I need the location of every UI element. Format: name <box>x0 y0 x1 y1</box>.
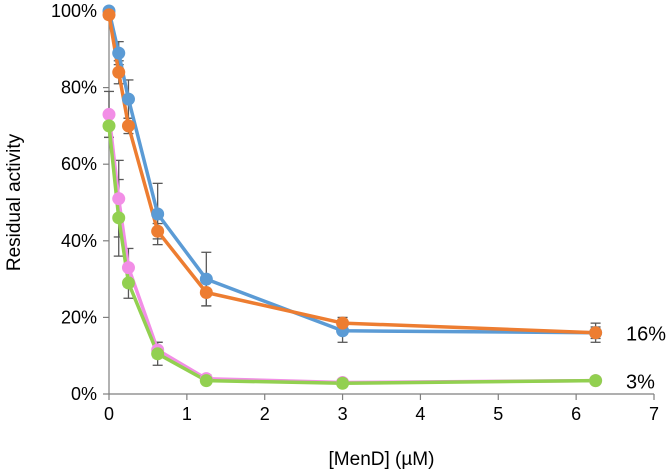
data-point-pink <box>102 107 116 121</box>
data-point-green <box>112 211 126 225</box>
y-tick-label: 60% <box>61 154 97 174</box>
data-point-blue <box>112 46 126 60</box>
x-axis-title: [MenD] (µM) <box>329 449 435 470</box>
y-axis-title: Residual activity <box>4 133 25 271</box>
x-tick-label: 3 <box>338 404 348 424</box>
data-point-orange <box>112 65 126 79</box>
data-point-green <box>589 374 603 388</box>
series-points <box>102 4 603 390</box>
y-tick-label: 40% <box>61 231 97 251</box>
data-point-green <box>199 374 213 388</box>
y-tick-label: 100% <box>51 1 97 21</box>
data-point-orange <box>102 8 116 22</box>
end-annotation: 3% <box>626 372 655 394</box>
end-annotation: 16% <box>626 324 666 346</box>
data-point-pink <box>112 192 126 206</box>
y-tick-label: 0% <box>71 384 97 404</box>
series-line-blue <box>107 10 596 335</box>
data-point-green <box>151 347 165 361</box>
data-point-blue <box>121 92 135 106</box>
x-tick-label: 2 <box>260 404 270 424</box>
data-point-orange <box>151 224 165 238</box>
data-point-pink <box>121 261 135 275</box>
y-tick-label: 20% <box>61 307 97 327</box>
data-point-blue <box>199 272 213 286</box>
data-point-orange <box>589 326 603 340</box>
x-tick-label: 6 <box>571 404 581 424</box>
data-point-green <box>121 276 135 290</box>
labels: [MenD] (µM) Residual activity 16% 3% <box>4 133 666 470</box>
data-point-green <box>102 119 116 133</box>
axes: 0% 20% 40% 60% 80% 100% 0 1 2 3 4 5 6 7 <box>51 1 659 424</box>
data-point-blue <box>151 207 165 221</box>
x-tick-label: 0 <box>104 404 114 424</box>
y-tick-label: 80% <box>61 78 97 98</box>
series-lines <box>107 10 596 386</box>
data-point-orange <box>336 316 350 330</box>
x-tick-label: 5 <box>493 404 503 424</box>
data-point-orange <box>121 119 135 133</box>
x-tick-label: 7 <box>649 404 659 424</box>
series-line-orange <box>107 14 596 335</box>
series-line-green <box>107 125 596 386</box>
data-point-green <box>336 376 350 390</box>
data-point-orange <box>199 286 213 300</box>
x-tick-label: 4 <box>415 404 425 424</box>
x-tick-label: 1 <box>182 404 192 424</box>
